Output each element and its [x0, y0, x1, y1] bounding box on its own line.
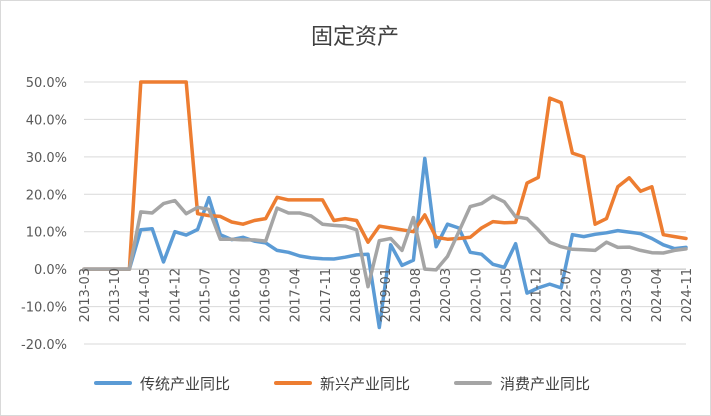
- x-tick-label: 2017-11: [319, 268, 334, 322]
- y-axis-ticks: -20.0% -10.0% 0.0% 10.0% 20.0% 30.0% 40.0% 50.0…: [21, 76, 67, 353]
- x-tick-label: 2019-01: [379, 268, 394, 322]
- y-tick-label: -10.0%: [21, 301, 67, 316]
- x-tick-label: 2023-02: [590, 268, 605, 322]
- x-tick-label: 2014-05: [138, 268, 153, 322]
- x-tick-label: 2017-04: [289, 268, 304, 322]
- y-tick-label: 0.0%: [34, 263, 67, 278]
- x-tick-label: 2021-05: [499, 268, 514, 322]
- y-tick-label: 40.0%: [26, 113, 67, 128]
- chart-title: 固定资产: [311, 25, 399, 50]
- y-tick-label: 30.0%: [26, 151, 67, 166]
- gridlines: [84, 81, 686, 345]
- x-tick-label: 2013-03: [78, 268, 93, 322]
- x-tick-label: 2023-09: [620, 268, 635, 322]
- x-tick-label: 2020-03: [439, 268, 454, 322]
- legend-label: 传统产业同比: [140, 375, 230, 393]
- legend-label: 消费产业同比: [500, 375, 590, 393]
- x-tick-label: 2014-12: [168, 268, 183, 322]
- x-tick-label: 2019-08: [409, 268, 424, 322]
- series-line-3: [82, 194, 688, 289]
- y-tick-label: 50.0%: [26, 76, 67, 91]
- series-line-1: [82, 156, 688, 330]
- y-tick-label: -20.0%: [21, 338, 67, 353]
- x-tick-label: 2015-07: [198, 268, 213, 322]
- series-lines: [82, 80, 688, 330]
- y-tick-label: 10.0%: [26, 226, 67, 241]
- x-tick-label: 2024-04: [650, 268, 665, 322]
- x-tick-label: 2016-09: [259, 268, 274, 322]
- x-tick-label: 2024-11: [680, 268, 695, 322]
- series-line-2: [82, 80, 688, 271]
- legend: 传统产业同比 新兴产业同比 消费产业同比: [94, 375, 590, 393]
- x-tick-label: 2013-10: [108, 268, 123, 322]
- legend-label: 新兴产业同比: [320, 375, 410, 393]
- x-tick-label: 2018-06: [349, 268, 364, 322]
- x-tick-label: 2022-07: [560, 268, 575, 322]
- x-axis-ticks: 2013-03 2013-10 2014-05 2014-12 2015-07 2016-…: [78, 268, 695, 322]
- y-tick-label: 20.0%: [26, 188, 67, 203]
- x-tick-label: 2020-10: [469, 268, 484, 322]
- x-tick-label: 2021-12: [530, 268, 545, 322]
- x-tick-label: 2016-02: [229, 268, 244, 322]
